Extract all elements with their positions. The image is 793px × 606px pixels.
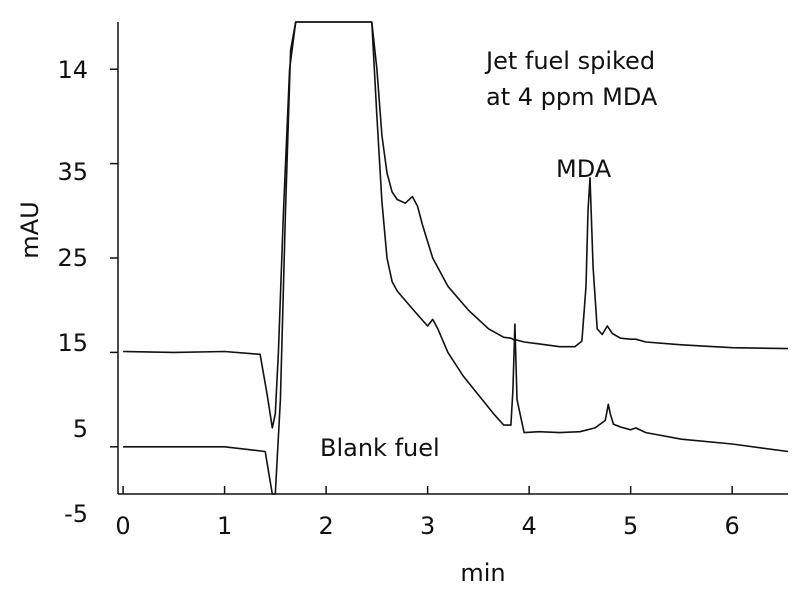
x-tick-label: 0	[115, 512, 130, 540]
y-ticks: -5 5 15 25 35 14	[57, 56, 118, 528]
x-tick-label: 4	[521, 512, 536, 540]
y-tick-label: 5	[73, 415, 88, 443]
x-axis-title: min	[460, 559, 505, 587]
y-tick-label: 15	[57, 329, 88, 357]
spiked-fuel-label-line1: Jet fuel spiked	[484, 47, 655, 75]
series-line-1	[123, 21, 789, 429]
x-tick-label: 3	[420, 512, 435, 540]
y-tick-label: 14	[57, 56, 88, 84]
x-tick-label: 1	[217, 512, 232, 540]
x-tick-label: 5	[623, 512, 638, 540]
y-tick-label: 35	[57, 158, 88, 186]
y-tick-label: -5	[64, 500, 88, 528]
x-tick-label: 2	[318, 512, 333, 540]
spiked-fuel-label-line2: at 4 ppm MDA	[486, 83, 658, 111]
mda-peak-label: MDA	[556, 155, 612, 183]
series-line-2	[123, 21, 789, 495]
x-ticks: 0 1 2 3 4 5 6	[115, 486, 740, 540]
traces	[123, 21, 789, 495]
y-axis-title: mAU	[16, 201, 44, 258]
blank-fuel-label: Blank fuel	[320, 434, 440, 462]
y-tick-label: 25	[57, 244, 88, 272]
x-tick-label: 6	[725, 512, 740, 540]
